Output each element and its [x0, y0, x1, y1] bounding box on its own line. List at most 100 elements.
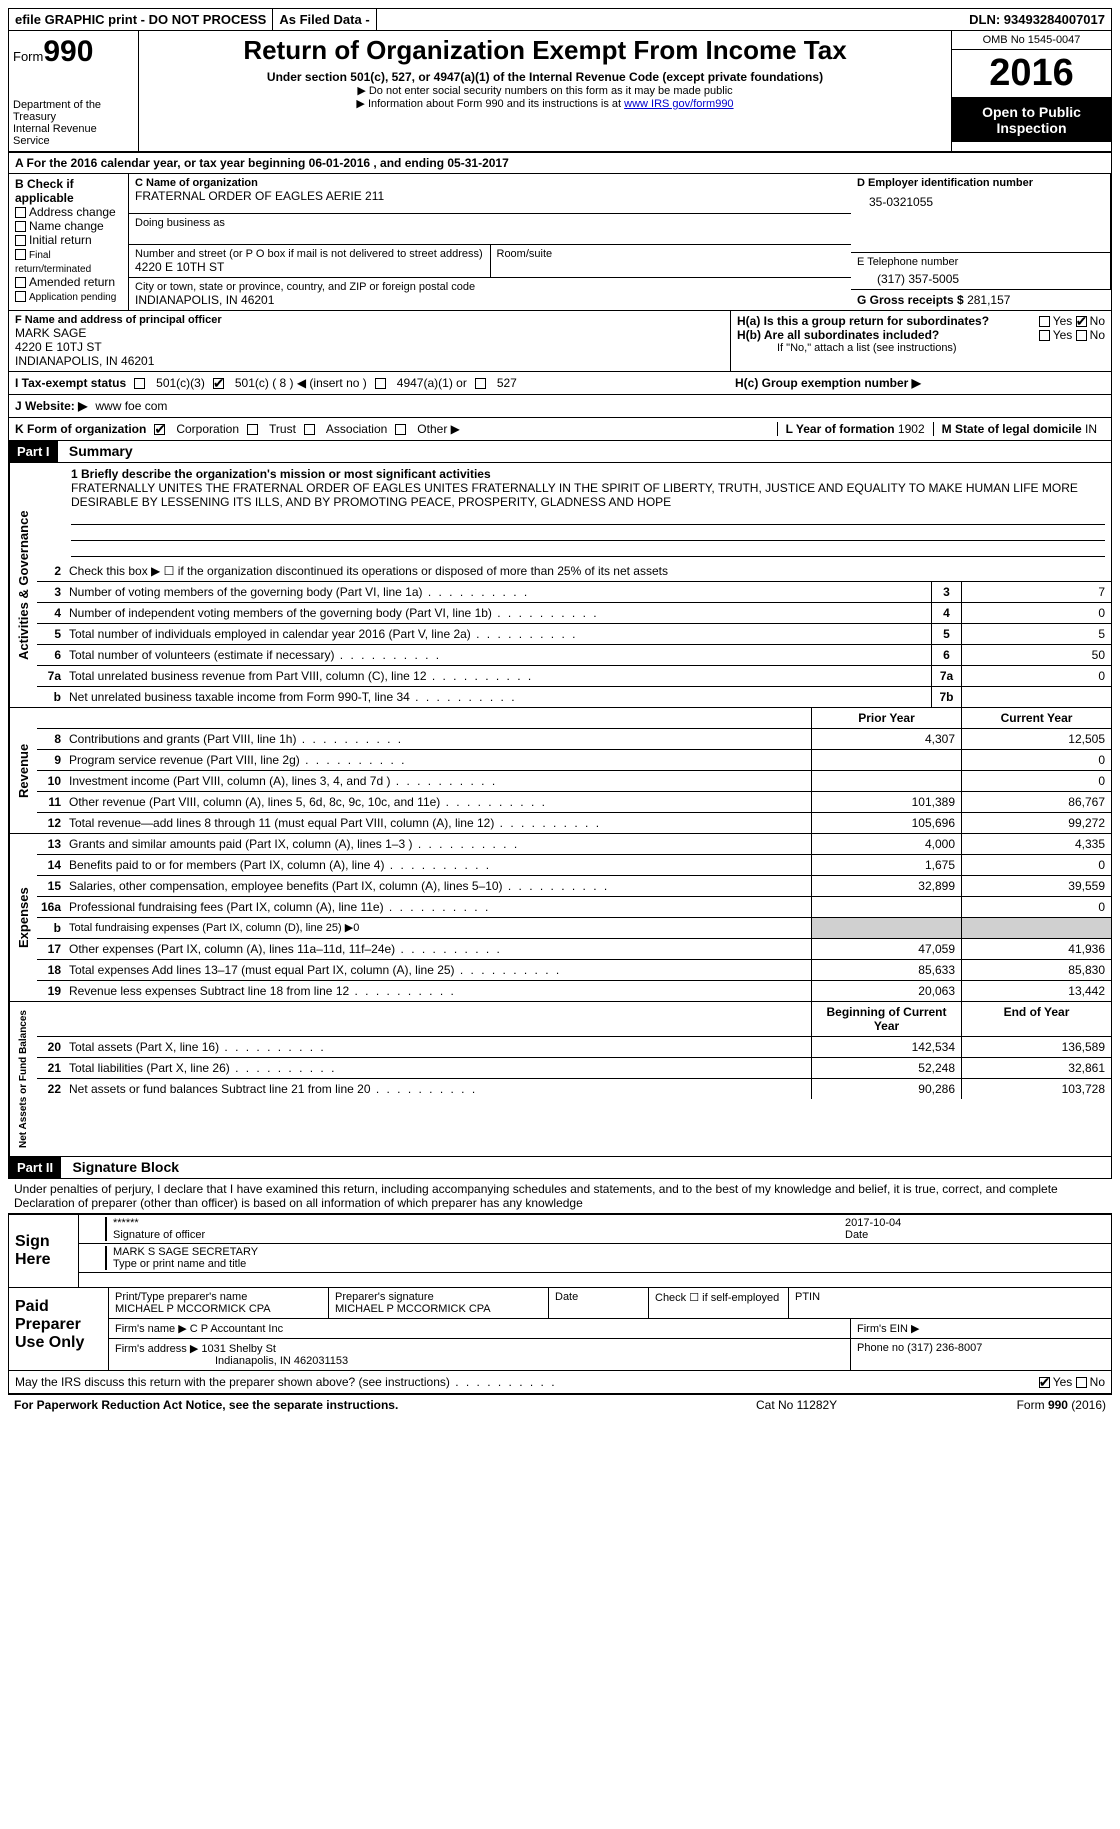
phone-label: Phone no — [857, 1342, 904, 1354]
cb-ha-yes[interactable] — [1039, 316, 1050, 327]
firm-name: C P Accountant Inc — [190, 1323, 283, 1335]
firm-ein-label: Firm's EIN ▶ — [851, 1319, 1111, 1338]
note-info-prefix: ▶ Information about Form 990 and its ins… — [356, 98, 624, 110]
f-label: F Name and address of principal officer — [15, 314, 222, 326]
table-row: 20Total assets (Part X, line 16)142,5341… — [37, 1037, 1111, 1058]
mission-text: FRATERNALLY UNITES THE FRATERNAL ORDER O… — [71, 481, 1078, 509]
sig-stars: ****** — [113, 1217, 139, 1229]
table-row: 8Contributions and grants (Part VIII, li… — [37, 729, 1111, 750]
table-row: bNet unrelated business taxable income f… — [37, 687, 1111, 707]
room-label: Room/suite — [491, 245, 852, 278]
b-label: B Check if applicable — [15, 177, 122, 205]
row-i: I Tax-exempt status 501(c)(3) 501(c) ( 8… — [8, 372, 1112, 395]
cb-527[interactable] — [475, 378, 486, 389]
officer-name: MARK SAGE — [15, 326, 724, 340]
cb-discuss-yes[interactable] — [1039, 1377, 1050, 1388]
form-title: Return of Organization Exempt From Incom… — [147, 35, 943, 66]
m-label: M State of legal domicile — [942, 422, 1082, 436]
b-item-2: Initial return — [29, 233, 92, 247]
cb-ha-no[interactable] — [1076, 316, 1087, 327]
cb-initial-return[interactable] — [15, 235, 26, 246]
cb-other[interactable] — [395, 424, 406, 435]
k-opt-3: Other ▶ — [417, 422, 460, 436]
l-label: L Year of formation — [786, 422, 895, 436]
k-label: K Form of organization — [15, 422, 146, 436]
table-row: 17Other expenses (Part IX, column (A), l… — [37, 939, 1111, 960]
table-row: 4Number of independent voting members of… — [37, 603, 1111, 624]
cb-4947[interactable] — [375, 378, 386, 389]
form-subtitle: Under section 501(c), 527, or 4947(a)(1)… — [147, 70, 943, 84]
h-ifno: If "No," attach a list (see instructions… — [737, 342, 1105, 354]
city-state-zip: INDIANAPOLIS, IN 46201 — [135, 293, 845, 307]
irs-link[interactable]: www IRS gov/form990 — [624, 98, 733, 110]
b-item-0: Address change — [29, 205, 116, 219]
firm-addr-label: Firm's address ▶ — [115, 1343, 198, 1355]
col-prior: Prior Year — [811, 708, 961, 728]
cb-corp[interactable] — [154, 424, 165, 435]
check-self-employed: Check ☐ if self-employed — [649, 1288, 789, 1318]
state-domicile: IN — [1085, 422, 1097, 436]
row-k: K Form of organization Corporation Trust… — [8, 418, 1112, 441]
d-ein-label: D Employer identification number — [857, 177, 1104, 189]
cb-pending[interactable] — [15, 291, 26, 302]
sig-officer-label: Signature of officer — [113, 1229, 205, 1241]
addr-label: Number and street (or P O box if mail is… — [135, 248, 483, 260]
table-row: 15Salaries, other compensation, employee… — [37, 876, 1111, 897]
omb-number: OMB No 1545-0047 — [952, 31, 1111, 50]
col-end: End of Year — [961, 1002, 1111, 1036]
i-opt-2: 4947(a)(1) or — [397, 376, 467, 390]
ptin-label: PTIN — [789, 1288, 1111, 1318]
col-current: Current Year — [961, 708, 1111, 728]
tax-year: 2016 — [952, 50, 1111, 98]
cb-address-change[interactable] — [15, 207, 26, 218]
firm-addr: 1031 Shelby St — [201, 1343, 276, 1355]
j-label: J Website: ▶ — [15, 399, 87, 413]
form-number: 990 — [43, 35, 93, 68]
cb-hb-no[interactable] — [1076, 330, 1087, 341]
website-value: www foe com — [95, 399, 167, 413]
k-opt-1: Trust — [269, 422, 296, 436]
prep-name-label: Print/Type preparer's name — [115, 1291, 247, 1303]
e-phone-label: E Telephone number — [857, 256, 1104, 268]
org-name: FRATERNAL ORDER OF EAGLES AERIE 211 — [135, 189, 845, 203]
section-b: B Check if applicable Address change Nam… — [9, 174, 129, 311]
table-row: 18Total expenses Add lines 13–17 (must e… — [37, 960, 1111, 981]
i-opt-0: 501(c)(3) — [156, 376, 205, 390]
discuss-text: May the IRS discuss this return with the… — [15, 1375, 1039, 1389]
table-row: 10Investment income (Part VIII, column (… — [37, 771, 1111, 792]
vlabel-net: Net Assets or Fund Balances — [9, 1002, 37, 1156]
street-address: 4220 E 10TH ST — [135, 260, 484, 274]
cb-trust[interactable] — [247, 424, 258, 435]
cb-final-return[interactable] — [15, 249, 26, 260]
preparer-sig: MICHAEL P MCCORMICK CPA — [335, 1303, 491, 1315]
part1-header: Part I — [9, 441, 58, 462]
b-item-1: Name change — [29, 219, 104, 233]
cb-assoc[interactable] — [304, 424, 315, 435]
cb-name-change[interactable] — [15, 221, 26, 232]
year-formation: 1902 — [898, 422, 925, 436]
i-opt-3: 527 — [497, 376, 517, 390]
c-name-label: C Name of organization — [135, 177, 258, 189]
name-title-label: Type or print name and title — [113, 1258, 246, 1270]
ha-label: H(a) Is this a group return for subordin… — [737, 314, 989, 328]
cb-hb-yes[interactable] — [1039, 330, 1050, 341]
section-h: H(a) Is this a group return for subordin… — [731, 311, 1111, 372]
penalty-text: Under penalties of perjury, I declare th… — [8, 1179, 1112, 1213]
table-row: 21Total liabilities (Part X, line 26)52,… — [37, 1058, 1111, 1079]
cb-501c3[interactable] — [134, 378, 145, 389]
officer-printed: MARK S SAGE SECRETARY — [113, 1246, 258, 1258]
b-item-5: Application pending — [29, 292, 116, 303]
city-label: City or town, state or province, country… — [135, 281, 845, 293]
phone-value: (317) 357-5005 — [857, 268, 1104, 286]
cb-discuss-no[interactable] — [1076, 1377, 1087, 1388]
hb-label: H(b) Are all subordinates included? — [737, 328, 939, 342]
yes-label: Yes — [1053, 1375, 1073, 1389]
i-label: I Tax-exempt status — [15, 376, 126, 390]
table-row: 22Net assets or fund balances Subtract l… — [37, 1079, 1111, 1099]
cb-501c[interactable] — [213, 378, 224, 389]
cb-amended[interactable] — [15, 277, 26, 288]
form-prefix: Form — [13, 49, 43, 64]
part2-header: Part II — [9, 1157, 61, 1178]
gross-receipts: 281,157 — [967, 293, 1010, 307]
date-label: Date — [845, 1229, 868, 1241]
